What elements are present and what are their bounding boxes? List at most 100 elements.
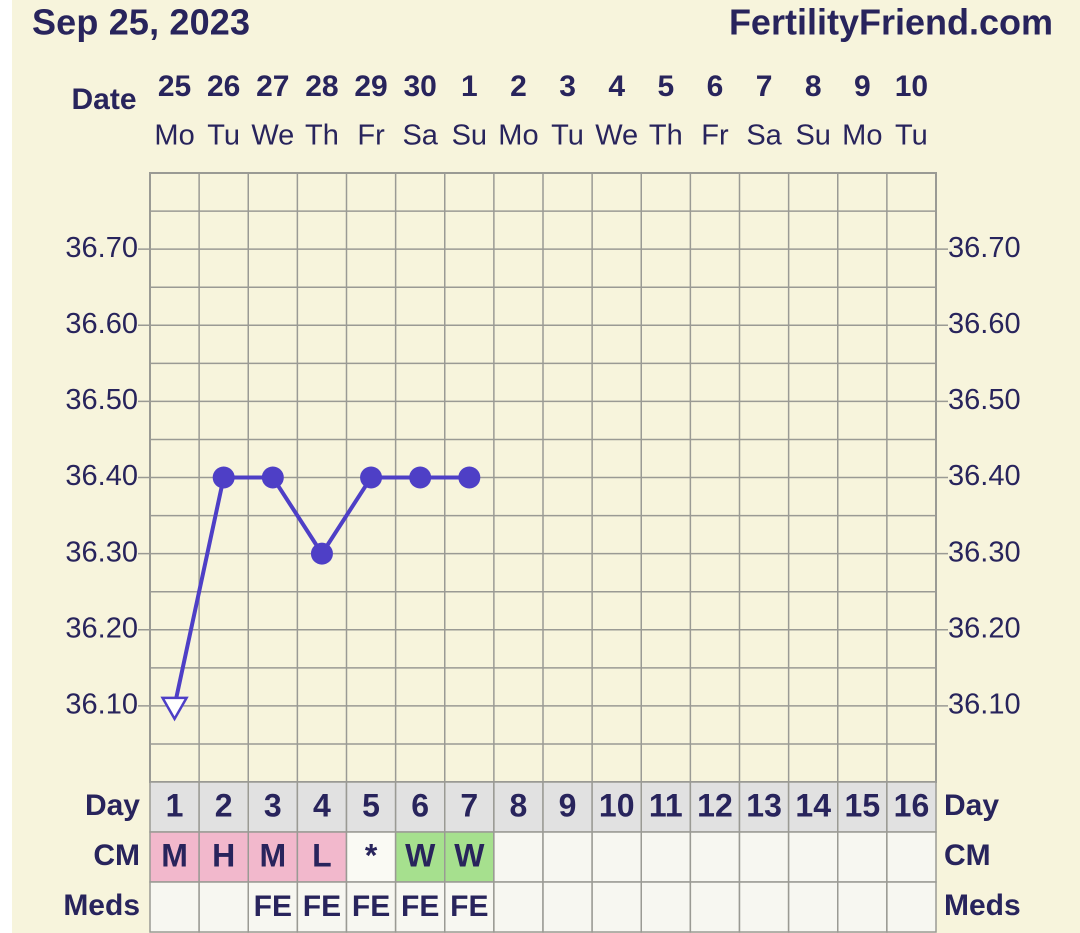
- y-tick-label: 36.40: [65, 460, 138, 492]
- date-label: 2: [510, 70, 527, 103]
- weekday-label: Su: [795, 120, 830, 152]
- weekday-label: Tu: [895, 120, 928, 152]
- cell-text: *: [365, 837, 378, 873]
- row-label: Meds: [944, 889, 1021, 922]
- y-tick-label: 36.60: [65, 308, 138, 340]
- table-cell: [542, 831, 593, 883]
- table-cell: [689, 781, 741, 833]
- cell-text: 13: [746, 787, 782, 823]
- row-label: Day: [944, 789, 999, 822]
- date-label: 26: [207, 70, 240, 103]
- table-cell: [787, 831, 839, 883]
- point-marker: [360, 466, 383, 489]
- cell-text: FE: [303, 890, 341, 923]
- cell-text: 11: [649, 787, 683, 823]
- table-cell: [837, 881, 888, 933]
- table-cell: [493, 881, 544, 933]
- table-cell: [247, 831, 299, 883]
- y2-tick-label: 36.20: [948, 612, 1021, 644]
- row-label: Day: [85, 789, 140, 822]
- cell-text: M: [161, 837, 188, 873]
- cell-text: H: [212, 837, 235, 873]
- cell-text: M: [259, 837, 286, 873]
- point-marker: [458, 466, 481, 489]
- cell-text: 3: [264, 787, 282, 823]
- cell-text: 5: [362, 787, 380, 823]
- date-label: 7: [756, 70, 773, 103]
- cell-text: W: [454, 837, 485, 873]
- table-cell: [149, 831, 200, 883]
- cell-text: FE: [254, 890, 292, 923]
- point-marker: [409, 466, 432, 489]
- table-cell: [493, 831, 544, 883]
- y-tick-label: 36.20: [65, 612, 138, 644]
- date-label: 4: [608, 70, 625, 103]
- weekday-label: Fr: [701, 120, 729, 152]
- weekday-label: Sa: [402, 120, 438, 152]
- table-cell: [198, 881, 249, 933]
- weekday-label: Mo: [498, 120, 538, 152]
- date-label: 6: [707, 70, 724, 103]
- table-cell: [886, 831, 937, 883]
- y2-tick-label: 36.10: [948, 689, 1021, 721]
- point-marker: [261, 466, 284, 489]
- table-cell: [296, 881, 348, 933]
- table-cell: [738, 781, 790, 833]
- y2-tick-label: 36.30: [948, 536, 1021, 568]
- point-marker: [160, 696, 189, 722]
- site-name: FertilityFriend.com: [729, 2, 1053, 43]
- weekday-label: Tu: [551, 120, 584, 152]
- table-cell: [886, 881, 937, 933]
- y2-tick-label: 36.60: [948, 308, 1021, 340]
- date-label: 27: [256, 70, 289, 103]
- table-cell: [591, 781, 642, 833]
- cell-text: FE: [401, 890, 439, 923]
- cell-text: FE: [450, 890, 488, 923]
- y-tick-label: 36.10: [65, 689, 138, 721]
- cell-text: 7: [460, 787, 478, 823]
- cell-text: 6: [411, 787, 429, 823]
- weekday-label: Th: [305, 120, 339, 152]
- table-cell: [345, 881, 397, 933]
- table-cell: [444, 881, 495, 933]
- cell-text: 16: [894, 787, 930, 823]
- cell-text: 4: [313, 787, 331, 823]
- date-label: 5: [657, 70, 674, 103]
- table-cell: [394, 781, 446, 833]
- row-label: Meds: [63, 889, 140, 922]
- date-label: 3: [559, 70, 576, 103]
- table-cell: [149, 781, 200, 833]
- date-label: 1: [461, 70, 478, 103]
- date-label: 30: [404, 70, 437, 103]
- table-cell: [640, 831, 692, 883]
- table-cell: [837, 831, 888, 883]
- table-cell: [591, 881, 642, 933]
- y2-tick-label: 36.50: [948, 384, 1021, 416]
- chart-title: Sep 25, 2023: [32, 2, 250, 43]
- weekday-label: Sa: [746, 120, 782, 152]
- cell-text: 10: [599, 787, 635, 823]
- table-cell: [394, 881, 446, 933]
- table-cell: [444, 781, 495, 833]
- date-label: 10: [895, 70, 928, 103]
- cell-text: 8: [510, 787, 528, 823]
- point-marker: [212, 466, 235, 489]
- table-cell: [689, 881, 741, 933]
- y-tick-label: 36.70: [65, 232, 138, 264]
- date-label: Date: [71, 83, 136, 116]
- table-cell: [787, 881, 839, 933]
- cell-text: FE: [352, 890, 390, 923]
- weekday-label: We: [251, 120, 294, 152]
- table-cell: [738, 831, 790, 883]
- weekday-label: Mo: [842, 120, 882, 152]
- y-tick-label: 36.50: [65, 384, 138, 416]
- cell-text: W: [405, 837, 436, 873]
- y2-tick-label: 36.40: [948, 460, 1021, 492]
- weekday-label: Fr: [357, 120, 385, 152]
- cell-text: 14: [795, 787, 831, 823]
- weekday-label: Tu: [207, 120, 240, 152]
- date-label: 29: [354, 70, 387, 103]
- date-label: 28: [305, 70, 338, 103]
- date-label: 8: [805, 70, 822, 103]
